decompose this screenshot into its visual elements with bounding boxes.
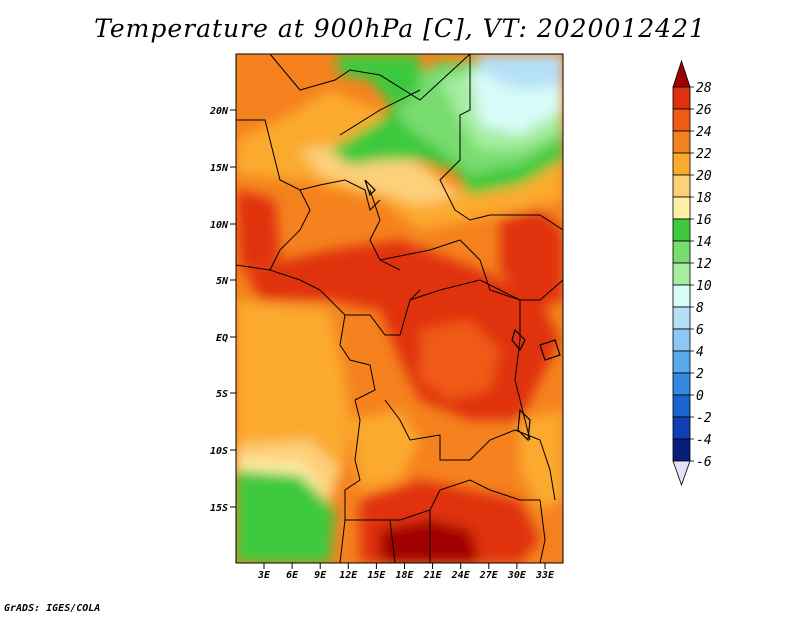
- colorbar-label: 12: [696, 257, 712, 272]
- colorbar-label: -4: [696, 433, 712, 448]
- colorbar-swatch: [672, 284, 691, 308]
- lon-tick-label: 24E: [451, 570, 471, 581]
- lat-tick-label: 10S: [210, 446, 228, 457]
- lon-tick-label: 27E: [479, 570, 499, 581]
- colorbar-label: 28: [696, 81, 712, 96]
- colorbar-top-arrow: [672, 59, 691, 88]
- shade-central-22: [350, 410, 420, 490]
- colorbar-swatch: [672, 174, 691, 198]
- colorbar-label: 0: [696, 389, 704, 404]
- map-frame: [235, 53, 564, 564]
- lon-tick-label: 9E: [314, 570, 327, 581]
- colorbar-label: 6: [696, 323, 704, 338]
- colorbar-swatch: [672, 152, 691, 176]
- colorbar-label: 20: [696, 169, 712, 184]
- lat-tick-label: 10N: [210, 220, 229, 231]
- lon-tick-label: 6E: [286, 570, 299, 581]
- map-title: Temperature at 900hPa [C], VT: 202001242…: [94, 14, 706, 43]
- shade-west-26: [236, 190, 280, 270]
- colorbar-swatch: [672, 306, 691, 330]
- colorbar-swatch: [672, 262, 691, 286]
- lakes: [364, 179, 561, 442]
- shade-north-6: [475, 54, 563, 90]
- longitude-axis: 3E 6E 9E 12E 15E 18E 21E 24E 27E 30E 33E: [257, 563, 555, 581]
- shade-atlantic-22: [236, 300, 350, 470]
- shade-coast-14: [236, 470, 335, 563]
- colorbar-label: 2: [696, 367, 704, 382]
- shade-east-26: [500, 210, 563, 310]
- colorbar-label: 26: [696, 103, 712, 118]
- colorbar-label: 14: [696, 235, 712, 250]
- temperature-field: [236, 54, 563, 563]
- colorbar-label: 16: [696, 213, 712, 228]
- lon-tick-label: 18E: [395, 570, 414, 581]
- colorbar-swatch: [672, 108, 691, 132]
- lat-tick-label: 15N: [210, 163, 229, 174]
- lon-tick-label: 33E: [535, 570, 555, 581]
- lon-tick-label: 15E: [367, 570, 386, 581]
- lon-tick-label: 21E: [423, 570, 443, 581]
- colorbar-label: 4: [696, 345, 704, 360]
- colorbar-swatch: [672, 394, 691, 418]
- lon-tick-label: 12E: [339, 570, 358, 581]
- lon-tick-label: 30E: [507, 570, 527, 581]
- colorbar-label: 18: [696, 191, 712, 206]
- lat-tick-label: 20N: [209, 106, 229, 117]
- lat-tick-label: 5N: [216, 276, 229, 287]
- colorbar-label: 24: [696, 125, 712, 140]
- colorbar-label: 10: [696, 279, 712, 294]
- colorbar-swatch: [672, 240, 691, 264]
- lat-tick-label: 15S: [210, 503, 228, 514]
- colorbar-swatch: [672, 372, 691, 396]
- latitude-axis: 20N 15N 10N 5N EQ 5S 10S 15S: [209, 106, 236, 514]
- colorbar-swatch: [672, 416, 691, 440]
- colorbar-swatch: [672, 218, 691, 242]
- country-borders: [236, 54, 563, 563]
- shade-nw-14: [336, 54, 420, 110]
- colorbar-label: 8: [696, 301, 704, 316]
- colorbar-label: -2: [696, 411, 712, 426]
- colorbar-label: 22: [696, 147, 712, 162]
- lon-tick-label: 3E: [257, 570, 271, 581]
- colorbar-swatch: [672, 196, 691, 220]
- lat-tick-label: EQ: [216, 333, 228, 344]
- colorbar-swatch: [672, 438, 691, 462]
- colorbar-swatch: [672, 328, 691, 352]
- colorbar-label: -6: [696, 455, 712, 470]
- colorbar-swatch: [672, 130, 691, 154]
- lat-tick-label: 5S: [216, 389, 228, 400]
- shade-inner-24: [420, 320, 500, 400]
- grads-credit: GrADS: IGES/COLA: [4, 603, 101, 614]
- colorbar-swatch: [672, 350, 691, 374]
- colorbar-bottom-arrow: [672, 460, 691, 487]
- colorbar-swatch: [672, 86, 691, 110]
